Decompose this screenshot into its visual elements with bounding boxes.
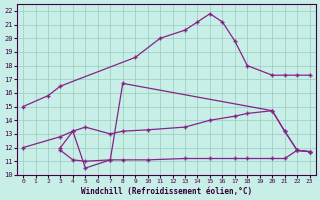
X-axis label: Windchill (Refroidissement éolien,°C): Windchill (Refroidissement éolien,°C)	[81, 187, 252, 196]
